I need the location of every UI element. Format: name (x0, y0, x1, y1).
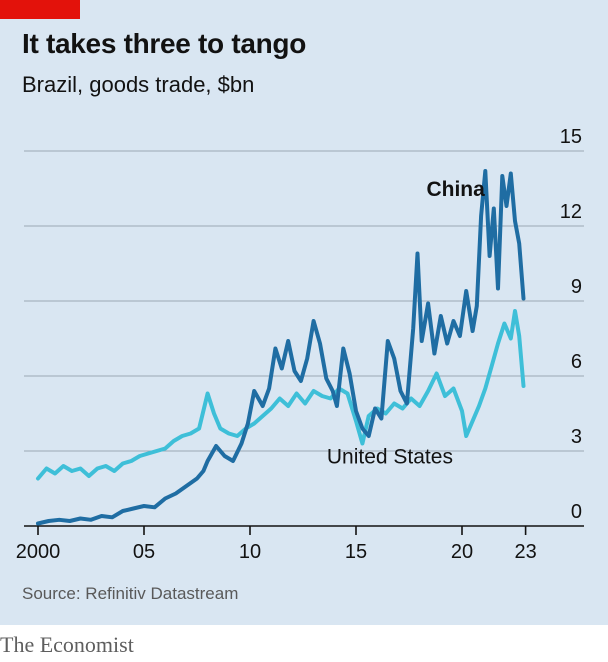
source-note: Source: Refinitiv Datastream (22, 584, 239, 603)
y-tick-label: 15 (560, 126, 582, 148)
x-tick-label: 20 (451, 541, 473, 563)
y-tick-label: 0 (571, 501, 582, 523)
publisher-brand: The Economist (0, 632, 134, 657)
x-tick-label: 15 (345, 541, 367, 563)
brand-red-tag (0, 0, 80, 19)
x-tick-label: 05 (133, 541, 155, 563)
chart-subtitle: Brazil, goods trade, $bn (22, 72, 255, 97)
y-tick-label: 6 (571, 351, 582, 373)
y-tick-label: 3 (571, 426, 582, 448)
y-axis-labels: 0 3 6 9 12 15 (560, 126, 582, 523)
chart-panel: It takes three to tango Brazil, goods tr… (0, 0, 608, 625)
series-lines (36, 169, 526, 526)
series-labels: United States China (327, 178, 485, 469)
x-tick-label: 2000 (16, 541, 61, 563)
series-line-china (36, 169, 526, 526)
series-label-united-states: United States (327, 446, 453, 469)
series-line-united-states (36, 309, 526, 481)
x-tick-label: 23 (514, 541, 536, 563)
y-tick-label: 9 (571, 276, 582, 298)
x-tick-label: 10 (239, 541, 261, 563)
line-chart: 0 3 6 9 12 15 2000 05 10 15 20 23 United States Chi… (16, 126, 584, 563)
y-tick-label: 12 (560, 201, 582, 223)
series-label-china: China (426, 178, 485, 201)
chart-title: It takes three to tango (22, 28, 307, 59)
x-axis: 2000 05 10 15 20 23 (16, 525, 584, 563)
